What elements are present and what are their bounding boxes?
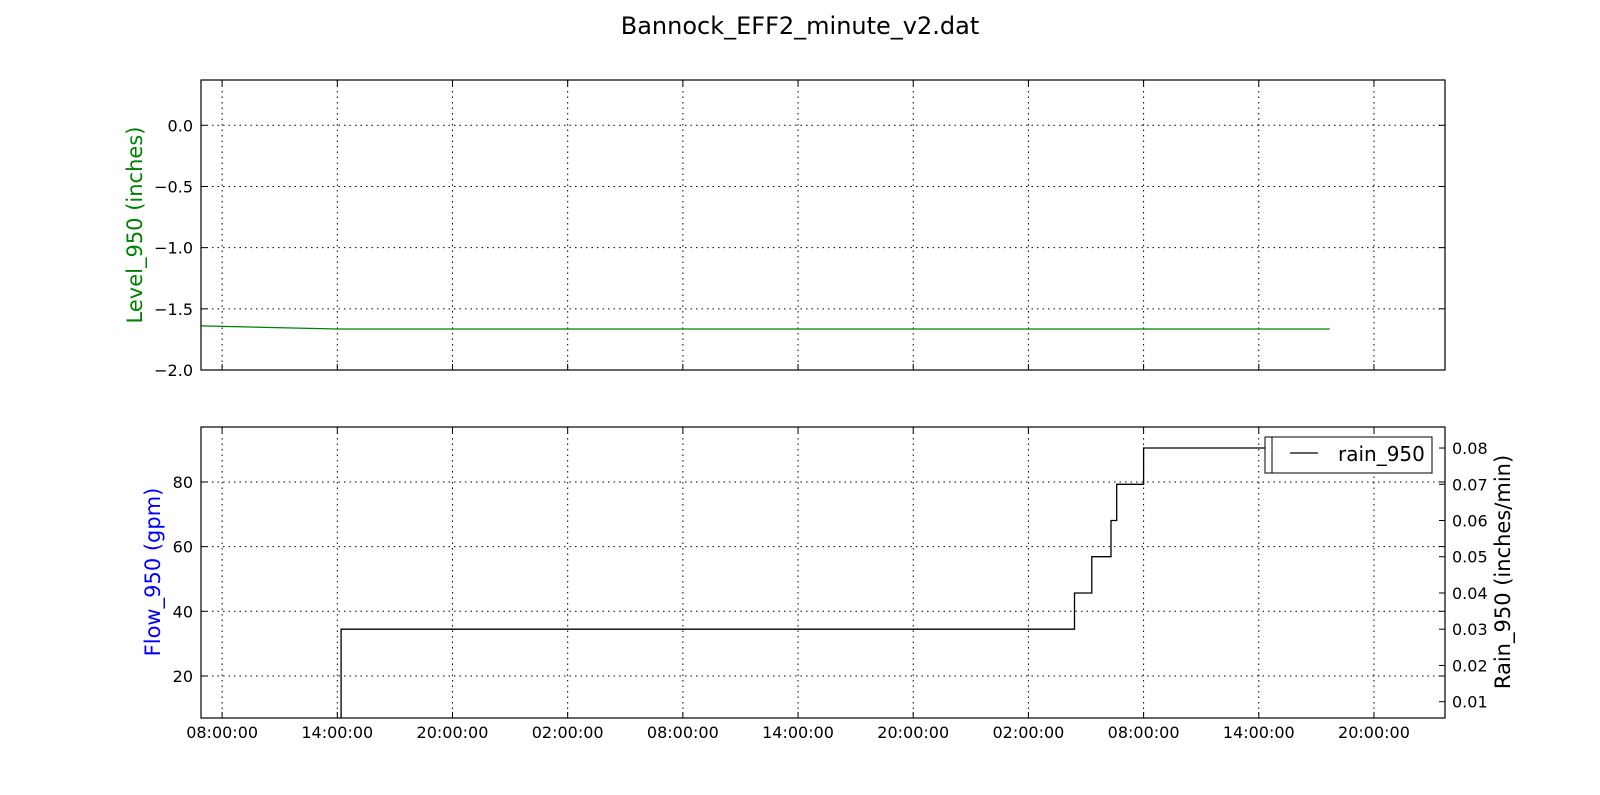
right-y-tick-label: 0.07 — [1452, 475, 1488, 494]
x-tick-label: 08:00:00 — [1108, 723, 1180, 742]
level-axis-label: Level_950 (inches) — [123, 127, 148, 324]
right-y-tick-label: 0.08 — [1452, 439, 1488, 458]
x-tick-label: 20:00:00 — [417, 723, 489, 742]
right-y-tick-label: 0.06 — [1452, 511, 1488, 530]
right-y-tick-label: 0.05 — [1452, 548, 1488, 567]
y-tick-label: −2.0 — [154, 361, 193, 380]
legend-label-rain: rain_950 — [1338, 442, 1425, 466]
level-panel: 0.0 −0.5 −1.0 −1.5 −2.0 — [154, 79, 1446, 380]
x-tick-label: 02:00:00 — [532, 723, 604, 742]
y-tick-label: 0.0 — [168, 116, 193, 135]
x-axis-ticks: 08:00:00 14:00:00 20:00:00 02:00:00 08:00:00… — [186, 723, 1410, 742]
y-tick-label: 80 — [173, 473, 193, 492]
chart-title: Bannock_EFF2_minute_v2.dat — [621, 12, 980, 40]
x-tick-label: 14:00:00 — [762, 723, 834, 742]
y-tick-label: 60 — [173, 538, 193, 557]
x-tick-label: 20:00:00 — [1338, 723, 1410, 742]
plot-frame — [200, 79, 1446, 371]
right-y-tick-label: 0.03 — [1452, 620, 1488, 639]
x-tick-label: 08:00:00 — [186, 723, 258, 742]
right-y-tick-label: 0.01 — [1452, 693, 1488, 712]
plot-frame — [200, 426, 1446, 719]
y-tick-label: −0.5 — [154, 177, 193, 196]
y-tick-label: −1.0 — [154, 239, 193, 258]
y-tick-label: −1.5 — [154, 300, 193, 319]
flow-rain-panel: 20 40 60 80 0.01 0.02 0.03 0.04 0.05 0.06 0.07 0.08 — [173, 426, 1488, 719]
flow-axis-label: Flow_950 (gpm) — [141, 488, 166, 657]
series-line — [200, 325, 1330, 330]
x-tick-label: 14:00:00 — [1223, 723, 1295, 742]
x-tick-label: 20:00:00 — [877, 723, 949, 742]
x-tick-label: 08:00:00 — [647, 723, 719, 742]
right-y-tick-label: 0.04 — [1452, 584, 1488, 603]
y-tick-label: 40 — [173, 602, 193, 621]
right-y-tick-label: 0.02 — [1452, 656, 1488, 675]
legend: rain_950 — [1264, 436, 1433, 474]
rain-axis-label: Rain_950 (inches/min) — [1491, 455, 1516, 689]
x-tick-label: 02:00:00 — [992, 723, 1064, 742]
legend-box — [1271, 436, 1433, 474]
series-line-rain_950 — [340, 447, 1265, 718]
y-tick-label: 20 — [173, 667, 193, 686]
x-tick-label: 14:00:00 — [301, 723, 373, 742]
